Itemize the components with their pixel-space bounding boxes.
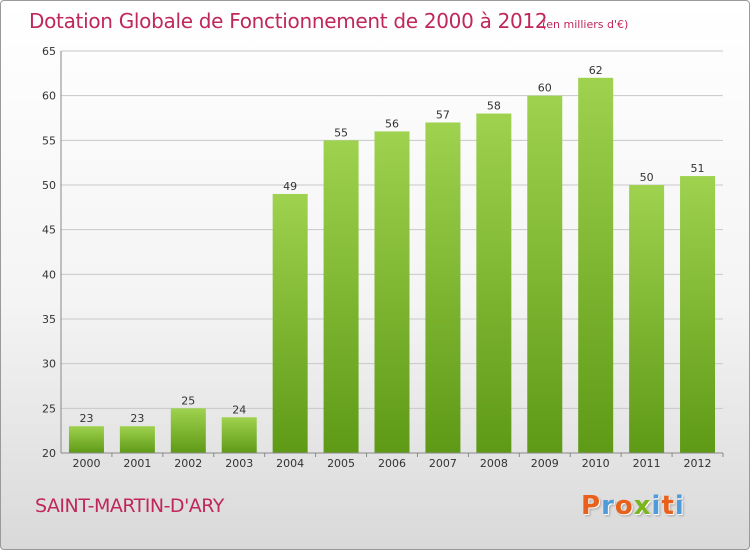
bar [119, 426, 155, 453]
x-tick-label: 2003 [225, 457, 253, 470]
bar [680, 176, 716, 454]
x-tick-label: 2001 [123, 457, 151, 470]
bar [629, 185, 665, 453]
bar [170, 408, 206, 453]
bar [476, 113, 512, 454]
x-tick-label: 2002 [174, 457, 202, 470]
y-tick-label: 45 [42, 224, 56, 237]
logo-letter: o [614, 491, 634, 521]
bar-value-label: 62 [589, 64, 603, 77]
x-tick-label: 2006 [378, 457, 406, 470]
logo-letter: i [651, 491, 662, 521]
bar-value-label: 60 [538, 82, 552, 95]
logo-letter: t [661, 491, 675, 521]
y-tick-label: 65 [42, 45, 56, 58]
y-tick-label: 60 [42, 90, 56, 103]
bar-value-label: 51 [691, 162, 705, 175]
chart-unit: (en milliers d'€) [542, 18, 629, 31]
bar-value-label: 24 [232, 403, 246, 416]
logo-letter: i [674, 491, 685, 521]
bar [578, 77, 614, 454]
bar-value-label: 58 [487, 100, 501, 113]
x-tick-label: 2007 [429, 457, 457, 470]
bar [425, 122, 461, 453]
x-tick-label: 2010 [582, 457, 610, 470]
bar [374, 131, 410, 453]
y-tick-label: 50 [42, 179, 56, 192]
y-tick-label: 30 [42, 358, 56, 371]
commune-name: SAINT-MARTIN-D'ARY [35, 495, 224, 517]
axes: 20 25 30 35 40 45 50 55 60 65 2000 2001 2002 2003 2004… [42, 45, 724, 470]
bar-value-label: 25 [181, 394, 195, 407]
bar [221, 417, 257, 453]
bar-value-label: 55 [334, 126, 348, 139]
bar [272, 193, 308, 453]
x-tick-label: 2008 [480, 457, 508, 470]
bars: 23 23 25 24 49 55 56 57 58 60 62 50 51 [68, 64, 716, 454]
x-tick-label: 2000 [72, 457, 100, 470]
bar-value-label: 57 [436, 108, 450, 121]
x-tick-label: 2005 [327, 457, 355, 470]
y-tick-label: 40 [42, 268, 56, 281]
bar-value-label: 56 [385, 117, 399, 130]
logo-letter: r [601, 491, 615, 521]
y-tick-label: 25 [42, 402, 56, 415]
x-tick-label: 2009 [531, 457, 559, 470]
logo-letter: P [581, 491, 602, 521]
x-tick-label: 2012 [684, 457, 712, 470]
bar-value-label: 49 [283, 180, 297, 193]
y-tick-label: 35 [42, 313, 56, 326]
y-tick-label: 55 [42, 134, 56, 147]
bar [323, 140, 359, 454]
bar [527, 95, 563, 454]
chart-title: Dotation Globale de Fonctionnement de 20… [29, 9, 548, 33]
x-tick-label: 2004 [276, 457, 304, 470]
logo-letter: x [633, 491, 652, 521]
bar [68, 426, 104, 453]
bar-value-label: 23 [130, 412, 144, 425]
bar-value-label: 50 [640, 171, 654, 184]
x-tick-label: 2011 [633, 457, 661, 470]
y-tick-label: 20 [42, 447, 56, 460]
bar-value-label: 23 [79, 412, 93, 425]
proxiti-logo[interactable]: Proxiti [581, 491, 685, 521]
